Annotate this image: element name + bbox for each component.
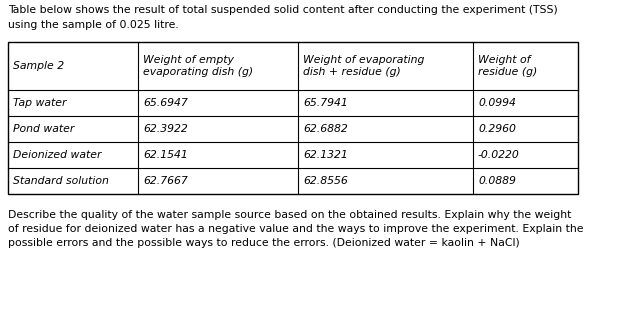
Text: 62.3922: 62.3922 — [143, 124, 188, 134]
Text: of residue for deionized water has a negative value and the ways to improve the : of residue for deionized water has a neg… — [8, 224, 583, 234]
Text: 65.6947: 65.6947 — [143, 98, 188, 108]
Text: Weight of evaporating
dish + residue (g): Weight of evaporating dish + residue (g) — [303, 55, 424, 77]
Text: 0.2960: 0.2960 — [478, 124, 516, 134]
Text: 62.1321: 62.1321 — [303, 150, 348, 160]
Text: Deionized water: Deionized water — [13, 150, 102, 160]
Text: 62.1541: 62.1541 — [143, 150, 188, 160]
Text: 65.7941: 65.7941 — [303, 98, 348, 108]
Text: Describe the quality of the water sample source based on the obtained results. E: Describe the quality of the water sample… — [8, 210, 572, 220]
Text: 0.0994: 0.0994 — [478, 98, 516, 108]
Text: 62.7667: 62.7667 — [143, 176, 188, 186]
Text: Standard solution: Standard solution — [13, 176, 109, 186]
Text: possible errors and the possible ways to reduce the errors. (Deionized water = k: possible errors and the possible ways to… — [8, 238, 520, 248]
Text: Weight of empty
evaporating dish (g): Weight of empty evaporating dish (g) — [143, 55, 253, 77]
Text: using the sample of 0.025 litre.: using the sample of 0.025 litre. — [8, 20, 178, 30]
Text: 0.0889: 0.0889 — [478, 176, 516, 186]
Text: Tap water: Tap water — [13, 98, 67, 108]
Text: 62.8556: 62.8556 — [303, 176, 348, 186]
Text: Pond water: Pond water — [13, 124, 74, 134]
Text: -0.0220: -0.0220 — [478, 150, 520, 160]
Text: Table below shows the result of total suspended solid content after conducting t: Table below shows the result of total su… — [8, 5, 558, 15]
Text: Weight of
residue (g): Weight of residue (g) — [478, 55, 537, 77]
Text: 62.6882: 62.6882 — [303, 124, 348, 134]
Text: Sample 2: Sample 2 — [13, 61, 64, 71]
